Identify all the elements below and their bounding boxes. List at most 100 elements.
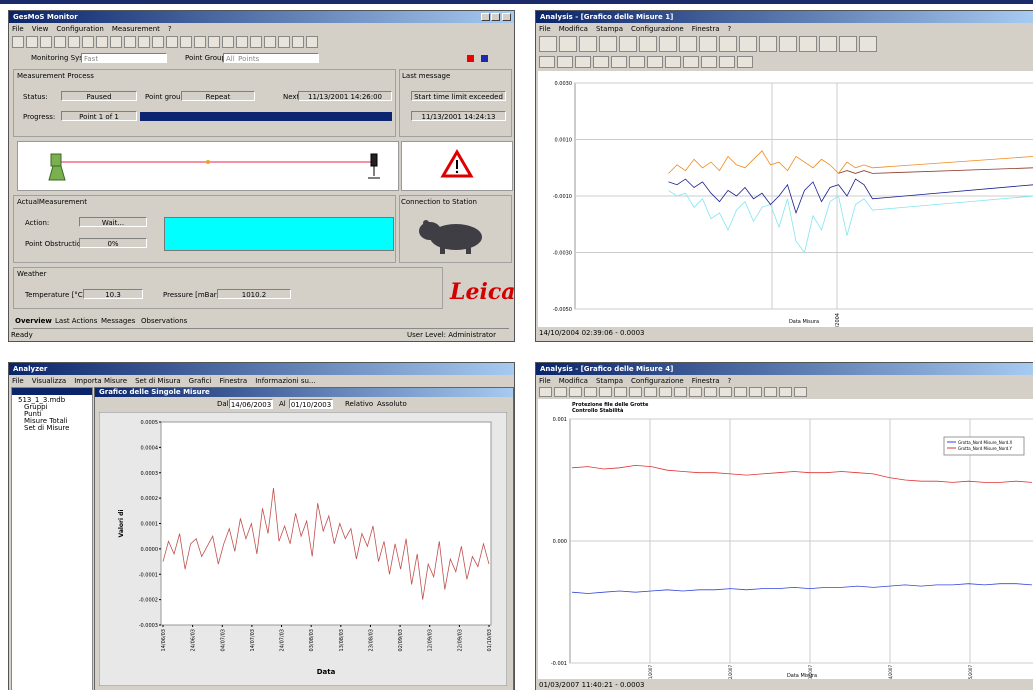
toolbar-button[interactable] [679,36,697,52]
toolbar-button[interactable] [779,36,797,52]
toolbar-button[interactable] [819,36,837,52]
menu-item[interactable]: Importa Misure [74,377,127,385]
toolbar-button[interactable] [250,36,262,48]
toolbar-button[interactable] [579,36,597,52]
toolbar-button[interactable] [704,387,717,397]
toolbar-button[interactable] [166,36,178,48]
toolbar-button[interactable] [674,387,687,397]
menu-item[interactable]: Finestra [692,25,720,33]
menu-item[interactable]: Informazioni su... [255,377,315,385]
toolbar-button[interactable] [124,36,136,48]
toolbar-button[interactable] [539,36,557,52]
toolbar-button[interactable] [110,36,122,48]
toolbar-button[interactable] [749,387,762,397]
toolbar-button[interactable] [779,387,792,397]
menu-item[interactable]: Finestra [219,377,247,385]
toolbar-button[interactable] [569,387,582,397]
pause-button[interactable] [481,55,488,62]
toolbar-button[interactable] [734,387,747,397]
menu-item[interactable]: ? [728,377,732,385]
menu-item[interactable]: File [12,25,24,33]
toolbar-button[interactable] [194,36,206,48]
radio[interactable]: Assoluto [377,400,407,408]
date-field[interactable]: 14/06/2003 [229,399,273,409]
toolbar-button[interactable] [236,36,248,48]
toolbar-button[interactable] [614,387,627,397]
tab[interactable]: Observations [141,317,187,325]
toolbar-button[interactable] [701,56,717,68]
menu-item[interactable]: Visualizza [32,377,66,385]
toolbar-button[interactable] [26,36,38,48]
toolbar-button[interactable] [719,387,732,397]
menu-item[interactable]: ? [728,25,732,33]
toolbar-button[interactable] [554,387,567,397]
toolbar-button[interactable] [665,56,681,68]
toolbar-button[interactable] [278,36,290,48]
toolbar-button[interactable] [639,36,657,52]
toolbar-button[interactable] [584,387,597,397]
toolbar-button[interactable] [54,36,66,48]
toolbar-button[interactable] [699,36,717,52]
toolbar-button[interactable] [539,387,552,397]
menu-item[interactable]: Configurazione [631,25,684,33]
menu-item[interactable]: Grafici [189,377,212,385]
menu-item[interactable]: File [539,25,551,33]
toolbar-button[interactable] [306,36,318,48]
toolbar-button[interactable] [264,36,276,48]
toolbar-button[interactable] [689,387,702,397]
toolbar-button[interactable] [619,36,637,52]
minimize[interactable] [481,13,490,21]
toolbar-button[interactable] [292,36,304,48]
close[interactable] [502,13,511,21]
toolbar-button[interactable] [557,56,573,68]
tab[interactable]: Overview [15,317,52,325]
menu-item[interactable]: View [32,25,49,33]
toolbar-button[interactable] [683,56,699,68]
toolbar-button[interactable] [559,36,577,52]
tree-item[interactable]: Set di Misure [24,424,69,432]
toolbar-button[interactable] [96,36,108,48]
toolbar-button[interactable] [82,36,94,48]
toolbar-button[interactable] [575,56,591,68]
menu-item[interactable]: File [539,377,551,385]
dropdown[interactable]: Fast [81,53,167,63]
toolbar-button[interactable] [138,36,150,48]
dropdown[interactable]: All_Points [223,53,319,63]
stop-button[interactable] [467,55,474,62]
menu-item[interactable]: Measurement [112,25,160,33]
toolbar-button[interactable] [839,36,857,52]
toolbar-button[interactable] [593,56,609,68]
toolbar-button[interactable] [539,56,555,68]
toolbar-button[interactable] [737,56,753,68]
toolbar-button[interactable] [629,387,642,397]
toolbar-button[interactable] [599,387,612,397]
tab[interactable]: Messages [101,317,135,325]
toolbar-button[interactable] [799,36,817,52]
tab[interactable]: Last Actions [55,317,97,325]
toolbar-button[interactable] [208,36,220,48]
toolbar-button[interactable] [629,56,645,68]
menu-item[interactable]: Stampa [596,25,623,33]
toolbar-button[interactable] [794,387,807,397]
toolbar-button[interactable] [764,387,777,397]
toolbar-button[interactable] [759,36,777,52]
toolbar-button[interactable] [611,56,627,68]
menu-item[interactable]: Configuration [56,25,103,33]
toolbar-button[interactable] [647,56,663,68]
toolbar-button[interactable] [739,36,757,52]
toolbar-button[interactable] [40,36,52,48]
toolbar-button[interactable] [859,36,877,52]
toolbar-button[interactable] [152,36,164,48]
menu-item[interactable]: Stampa [596,377,623,385]
toolbar-button[interactable] [719,36,737,52]
toolbar-button[interactable] [12,36,24,48]
menu-item[interactable]: Modifica [559,25,588,33]
date-field[interactable]: 01/10/2003 [289,399,333,409]
toolbar-button[interactable] [659,387,672,397]
toolbar-button[interactable] [599,36,617,52]
radio[interactable]: Relativo [345,400,373,408]
toolbar-button[interactable] [719,56,735,68]
toolbar-button[interactable] [222,36,234,48]
maximize[interactable] [491,13,500,21]
toolbar-button[interactable] [659,36,677,52]
